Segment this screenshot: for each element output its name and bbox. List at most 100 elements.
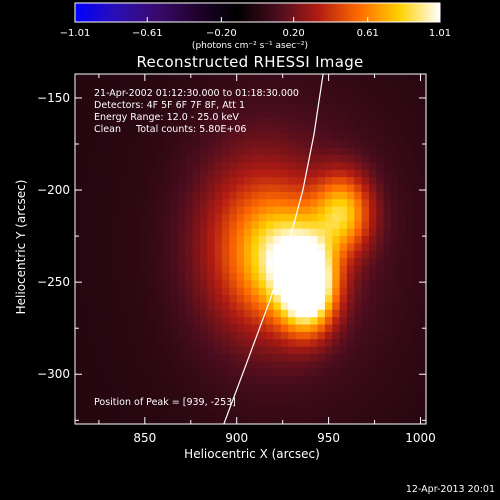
heatmap-pixel	[185, 412, 194, 421]
heatmap-pixel	[339, 147, 348, 156]
heatmap-pixel	[111, 302, 120, 311]
heatmap-pixel	[332, 88, 341, 97]
heatmap-pixel	[332, 412, 341, 421]
heatmap-pixel	[391, 81, 400, 90]
heatmap-pixel	[207, 221, 216, 230]
heatmap-pixel	[244, 132, 253, 141]
colorbar-tick-label: 0.20	[282, 28, 305, 39]
heatmap-pixel	[324, 199, 333, 208]
heatmap-pixel	[192, 361, 201, 370]
heatmap-pixel	[324, 169, 333, 178]
heatmap-pixel	[104, 317, 113, 326]
heatmap-pixel	[82, 258, 91, 267]
heatmap-pixel	[324, 88, 333, 97]
heatmap-pixel	[163, 118, 172, 127]
heatmap-pixel	[192, 221, 201, 230]
heatmap-pixel	[89, 155, 98, 164]
heatmap-pixel	[251, 110, 260, 119]
heatmap-pixel	[398, 405, 407, 414]
heatmap-pixel	[185, 250, 194, 259]
heatmap-pixel	[89, 331, 98, 340]
heatmap-pixel	[89, 169, 98, 178]
heatmap-pixel	[141, 250, 150, 259]
heatmap-pixel	[185, 96, 194, 105]
heatmap-pixel	[119, 354, 128, 362]
heatmap-pixel	[111, 162, 120, 171]
heatmap-pixel	[89, 317, 98, 326]
heatmap-pixel	[310, 361, 319, 370]
heatmap-pixel	[266, 361, 275, 370]
heatmap-pixel	[185, 191, 194, 200]
heatmap-pixel	[361, 103, 370, 112]
heatmap-pixel	[266, 236, 275, 245]
heatmap-pixel	[369, 236, 377, 245]
heatmap-pixel	[229, 287, 238, 296]
heatmap-pixel	[214, 354, 223, 362]
heatmap-pixel	[155, 184, 164, 193]
heatmap-pixel	[199, 88, 208, 97]
heatmap-pixel	[126, 162, 135, 171]
heatmap-pixel	[258, 243, 267, 252]
heatmap-pixel	[266, 412, 275, 421]
heatmap-pixel	[413, 250, 422, 259]
heatmap-pixel	[141, 295, 150, 304]
heatmap-pixel	[251, 199, 260, 208]
heatmap-pixel	[420, 243, 426, 252]
heatmap-pixel	[361, 361, 370, 370]
heatmap-pixel	[126, 376, 135, 385]
heatmap-pixel	[288, 302, 297, 311]
heatmap-pixel	[214, 368, 223, 377]
heatmap-pixel	[332, 155, 341, 164]
heatmap-pixel	[141, 354, 150, 362]
heatmap-pixel	[104, 118, 113, 127]
heatmap-pixel	[214, 383, 223, 392]
heatmap-pixel	[273, 383, 282, 392]
heatmap-pixel	[214, 88, 223, 97]
heatmap-pixel	[317, 265, 326, 274]
heatmap-pixel	[346, 125, 355, 134]
heatmap-pixel	[236, 412, 245, 421]
heatmap-pixel	[141, 221, 150, 230]
heatmap-pixel	[288, 243, 297, 252]
heatmap-pixel	[413, 221, 422, 230]
heatmap-pixel	[170, 81, 179, 90]
heatmap-pixel	[251, 405, 260, 414]
heatmap-pixel	[97, 383, 106, 392]
heatmap-pixel	[288, 354, 297, 362]
heatmap-pixel	[280, 287, 289, 296]
heatmap-pixel	[82, 81, 91, 90]
heatmap-pixel	[383, 405, 392, 414]
heatmap-pixel	[324, 302, 333, 311]
heatmap-pixel	[266, 383, 275, 392]
heatmap-pixel	[199, 258, 208, 267]
heatmap-pixel	[133, 412, 142, 421]
heatmap-pixel	[332, 118, 341, 127]
heatmap-pixel	[222, 250, 230, 259]
heatmap-image	[75, 74, 426, 424]
heatmap-pixel	[236, 162, 245, 171]
heatmap-pixel	[361, 331, 370, 340]
heatmap-pixel	[119, 390, 128, 399]
heatmap-pixel	[126, 206, 135, 215]
heatmap-pixel	[177, 420, 186, 424]
heatmap-pixel	[405, 309, 414, 318]
heatmap-pixel	[420, 346, 426, 355]
heatmap-pixel	[280, 302, 289, 311]
heatmap-pixel	[222, 272, 230, 281]
heatmap-pixel	[413, 346, 422, 355]
heatmap-pixel	[405, 302, 414, 311]
heatmap-pixel	[104, 184, 113, 193]
heatmap-pixel	[148, 420, 157, 424]
heatmap-pixel	[170, 206, 179, 215]
heatmap-pixel	[398, 228, 407, 237]
heatmap-pixel	[163, 243, 172, 252]
heatmap-pixel	[119, 191, 128, 200]
heatmap-pixel	[214, 346, 223, 355]
heatmap-pixel	[251, 103, 260, 112]
heatmap-pixel	[258, 155, 267, 164]
heatmap-pixel	[420, 302, 426, 311]
heatmap-pixel	[369, 295, 377, 304]
heatmap-pixel	[258, 110, 267, 119]
heatmap-pixel	[111, 96, 120, 105]
heatmap-pixel	[391, 346, 400, 355]
